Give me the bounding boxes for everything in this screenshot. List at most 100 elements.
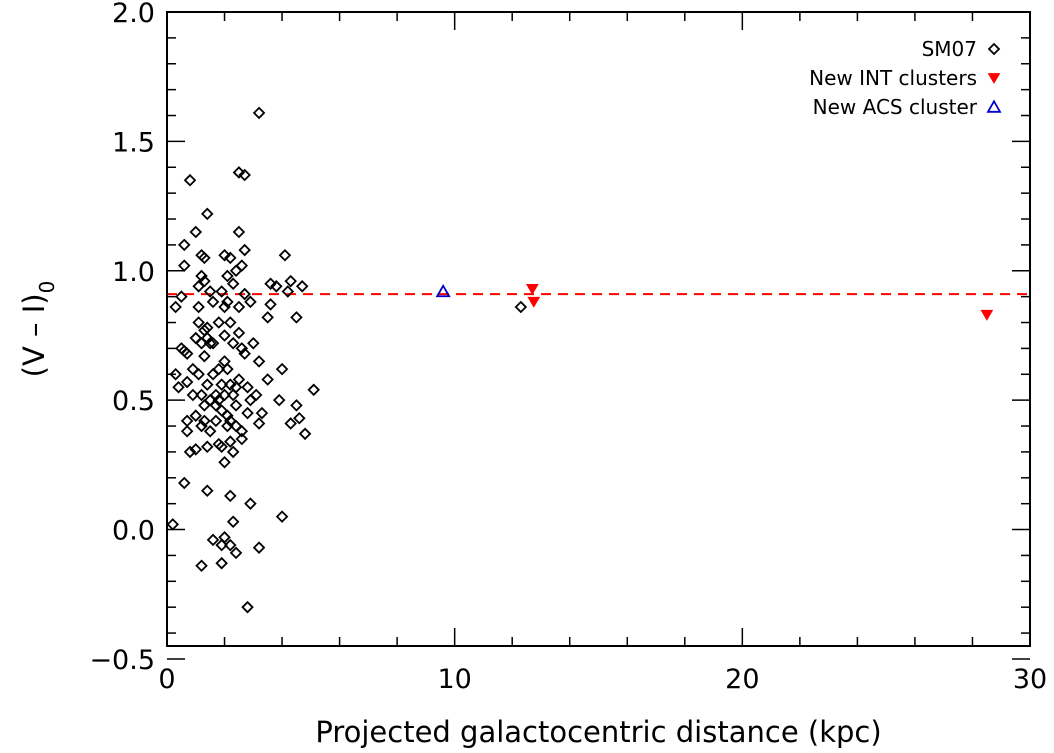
sm07-point: [284, 417, 297, 430]
sm07-point: [232, 166, 246, 179]
sm07-point: [218, 455, 231, 469]
sm07-point: [261, 373, 274, 386]
sm07-point: [232, 225, 246, 239]
sm07-point: [177, 259, 191, 272]
sm07-point: [249, 388, 263, 402]
sm07-point: [307, 383, 320, 397]
sm07-point: [238, 347, 251, 360]
int-cluster-point: [527, 296, 541, 308]
y-axis-title: (V – I)0: [17, 281, 59, 378]
sm07-point: [241, 380, 254, 394]
sm07-point: [201, 440, 214, 454]
sm07-point: [275, 510, 289, 523]
sm07-point: [192, 300, 205, 314]
sm07-point: [215, 285, 228, 298]
sm07-point: [212, 362, 226, 376]
sm07-point: [218, 248, 231, 262]
ticks-layer: [166, 11, 1031, 660]
legend-marker-1: [987, 73, 1001, 84]
sm07-point: [278, 248, 292, 262]
sm07-point: [195, 388, 208, 402]
sm07-point: [177, 476, 191, 490]
sm07-point: [224, 378, 237, 391]
sm07-point: [232, 300, 246, 314]
sm07-point: [177, 238, 191, 252]
sm07-point: [221, 269, 234, 283]
y-tick-label: 2.0: [112, 0, 155, 29]
sm07-point: [226, 515, 240, 529]
sm07-point: [224, 489, 237, 503]
sm07-point: [238, 243, 251, 257]
plot-frame: [166, 11, 1031, 647]
legend-marker-0: [987, 42, 1001, 56]
y-tick-label: 1.5: [112, 127, 155, 158]
sm07-point: [203, 424, 217, 438]
acs-cluster-point: [435, 283, 451, 298]
sm07-point: [198, 251, 211, 265]
sm07-point: [192, 316, 205, 329]
sm07-point: [206, 336, 220, 350]
sm07-point: [224, 435, 237, 448]
sm07-point: [232, 373, 246, 386]
sm07-point: [264, 277, 277, 290]
sm07-point: [238, 287, 251, 301]
sm07-point: [212, 316, 226, 329]
sm07-point: [226, 445, 240, 459]
sm07-point: [180, 375, 194, 389]
sm07-point: [252, 541, 266, 554]
sm07-point: [183, 173, 197, 187]
legend-label-sm07: SM07: [922, 37, 977, 61]
sm07-point: [235, 342, 249, 355]
sm07-point: [215, 440, 228, 454]
sm07-point: [224, 316, 237, 329]
sm07-point: [198, 349, 211, 363]
sm07-point: [244, 497, 257, 510]
sm07-point: [206, 533, 220, 547]
sm07-point: [229, 380, 243, 394]
sm07-point: [295, 280, 309, 293]
int-cluster-point: [525, 283, 539, 295]
x-tick-label: 10: [437, 664, 471, 695]
sm07-point: [252, 106, 266, 120]
y-tick-label: 0.0: [112, 516, 155, 547]
sm07-point: [241, 406, 254, 420]
sm07-point: [241, 600, 254, 614]
sm07-point: [238, 168, 251, 182]
sm07-point: [175, 290, 188, 303]
sm07-point: [201, 484, 214, 498]
legend-label-int: New INT clusters: [809, 66, 977, 90]
sm07-point: [183, 445, 197, 459]
sm07-point: [192, 368, 205, 381]
sm07-point: [298, 427, 312, 441]
sm07-point: [226, 336, 240, 350]
legend-label-acs: New ACS cluster: [813, 95, 978, 119]
sm07-point: [244, 295, 257, 309]
sm07-point: [264, 298, 277, 311]
sm07-point: [166, 518, 180, 531]
sm07-point: [189, 409, 203, 422]
sm07-point: [195, 559, 208, 573]
sm07-point: [180, 424, 194, 438]
sm07-point: [226, 388, 240, 402]
sm07-point: [224, 251, 237, 265]
sm07-point: [198, 414, 211, 428]
sm07-point: [272, 393, 286, 407]
sm07-point: [226, 277, 240, 290]
sm07-point: [172, 380, 185, 394]
sm07-point: [229, 399, 243, 412]
sm07-point: [218, 329, 231, 342]
sm07-point: [169, 300, 182, 314]
y-axis-title-subscript: 0: [35, 281, 59, 294]
sm07-point: [290, 399, 303, 412]
x-tick-label: 20: [725, 664, 759, 695]
sm07-point: [221, 362, 234, 376]
sm07-point: [169, 368, 182, 381]
sm07-point: [224, 538, 237, 552]
sm07-point: [203, 336, 217, 350]
tick-labels-layer: 0 10 20 30 −0.5 0.0 0.5 1.0 1.5 2.0: [89, 0, 1047, 695]
legend-marker-2: [986, 99, 1002, 113]
legend-markers: [986, 42, 1002, 113]
sm07-point: [275, 362, 289, 376]
sm07-point: [284, 274, 297, 288]
axes-layer: [166, 11, 1031, 647]
